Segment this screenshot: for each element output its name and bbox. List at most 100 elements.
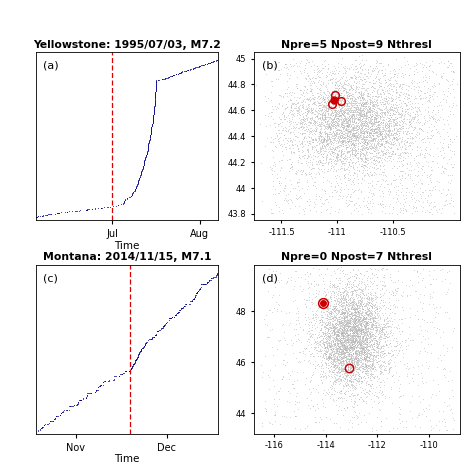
Point [320,57,328,65]
Point [419,188,427,195]
Point [441,422,448,430]
Point [341,270,349,277]
Point [328,317,336,325]
Point [342,296,349,304]
Point [383,180,390,188]
Point [337,300,345,307]
Point [326,68,333,76]
Point [341,173,349,180]
Point [357,101,365,109]
Point [348,287,356,295]
Point [307,119,314,127]
Point [450,147,457,155]
Point [385,298,393,305]
Point [166,314,174,322]
Point [335,346,342,354]
Point [377,66,385,74]
Point [357,104,365,111]
Point [299,130,306,137]
Point [386,305,394,313]
Point [270,292,277,299]
Point [143,150,151,157]
Point [352,154,359,161]
Point [435,129,443,137]
Point [145,337,152,344]
Point [336,337,343,345]
Point [383,109,391,116]
Point [355,420,362,428]
Point [275,157,283,164]
Point [329,127,337,135]
Point [337,128,344,136]
Point [124,194,131,201]
Point [401,119,409,127]
Point [36,426,44,434]
Point [330,109,337,116]
Point [145,141,152,148]
Point [128,364,136,372]
Point [417,136,425,143]
Point [366,116,374,124]
Point [447,160,455,167]
Point [389,117,396,125]
Point [339,97,346,105]
Point [410,188,418,196]
Point [351,141,358,148]
Point [213,56,221,64]
Point [73,401,80,409]
Point [375,362,383,370]
Point [365,179,372,187]
Point [331,100,339,108]
Point [342,124,349,131]
Point [333,188,340,196]
Point [385,341,392,348]
Point [324,117,331,125]
Point [341,316,349,324]
Point [334,110,341,118]
Point [352,335,359,342]
Point [383,328,390,336]
Point [365,320,373,328]
Point [422,94,429,101]
Point [421,106,429,114]
Point [337,321,345,328]
Point [354,326,362,333]
Point [379,387,386,394]
Point [402,125,410,132]
Point [331,361,339,369]
Point [436,351,444,359]
Point [374,335,382,343]
Point [314,168,322,176]
Point [304,284,312,292]
Point [427,128,434,135]
Point [345,121,353,129]
Point [343,104,351,112]
Point [339,299,346,306]
Point [363,127,370,135]
Point [400,195,408,203]
Point [88,205,95,213]
Point [315,288,323,295]
Point [381,137,389,145]
Point [369,330,376,338]
Point [316,132,324,139]
Point [301,310,309,318]
Point [355,129,362,137]
Point [387,82,394,90]
Point [340,328,347,336]
Point [311,118,319,125]
Point [325,304,332,312]
Point [369,321,377,328]
Point [207,274,215,282]
Point [320,101,328,109]
Point [289,141,296,149]
Point [135,350,143,357]
Point [319,141,326,149]
Point [363,340,370,348]
Point [349,171,356,179]
Point [359,327,367,335]
Point [338,354,346,362]
Point [382,107,390,114]
Point [374,319,382,327]
Point [358,344,366,352]
